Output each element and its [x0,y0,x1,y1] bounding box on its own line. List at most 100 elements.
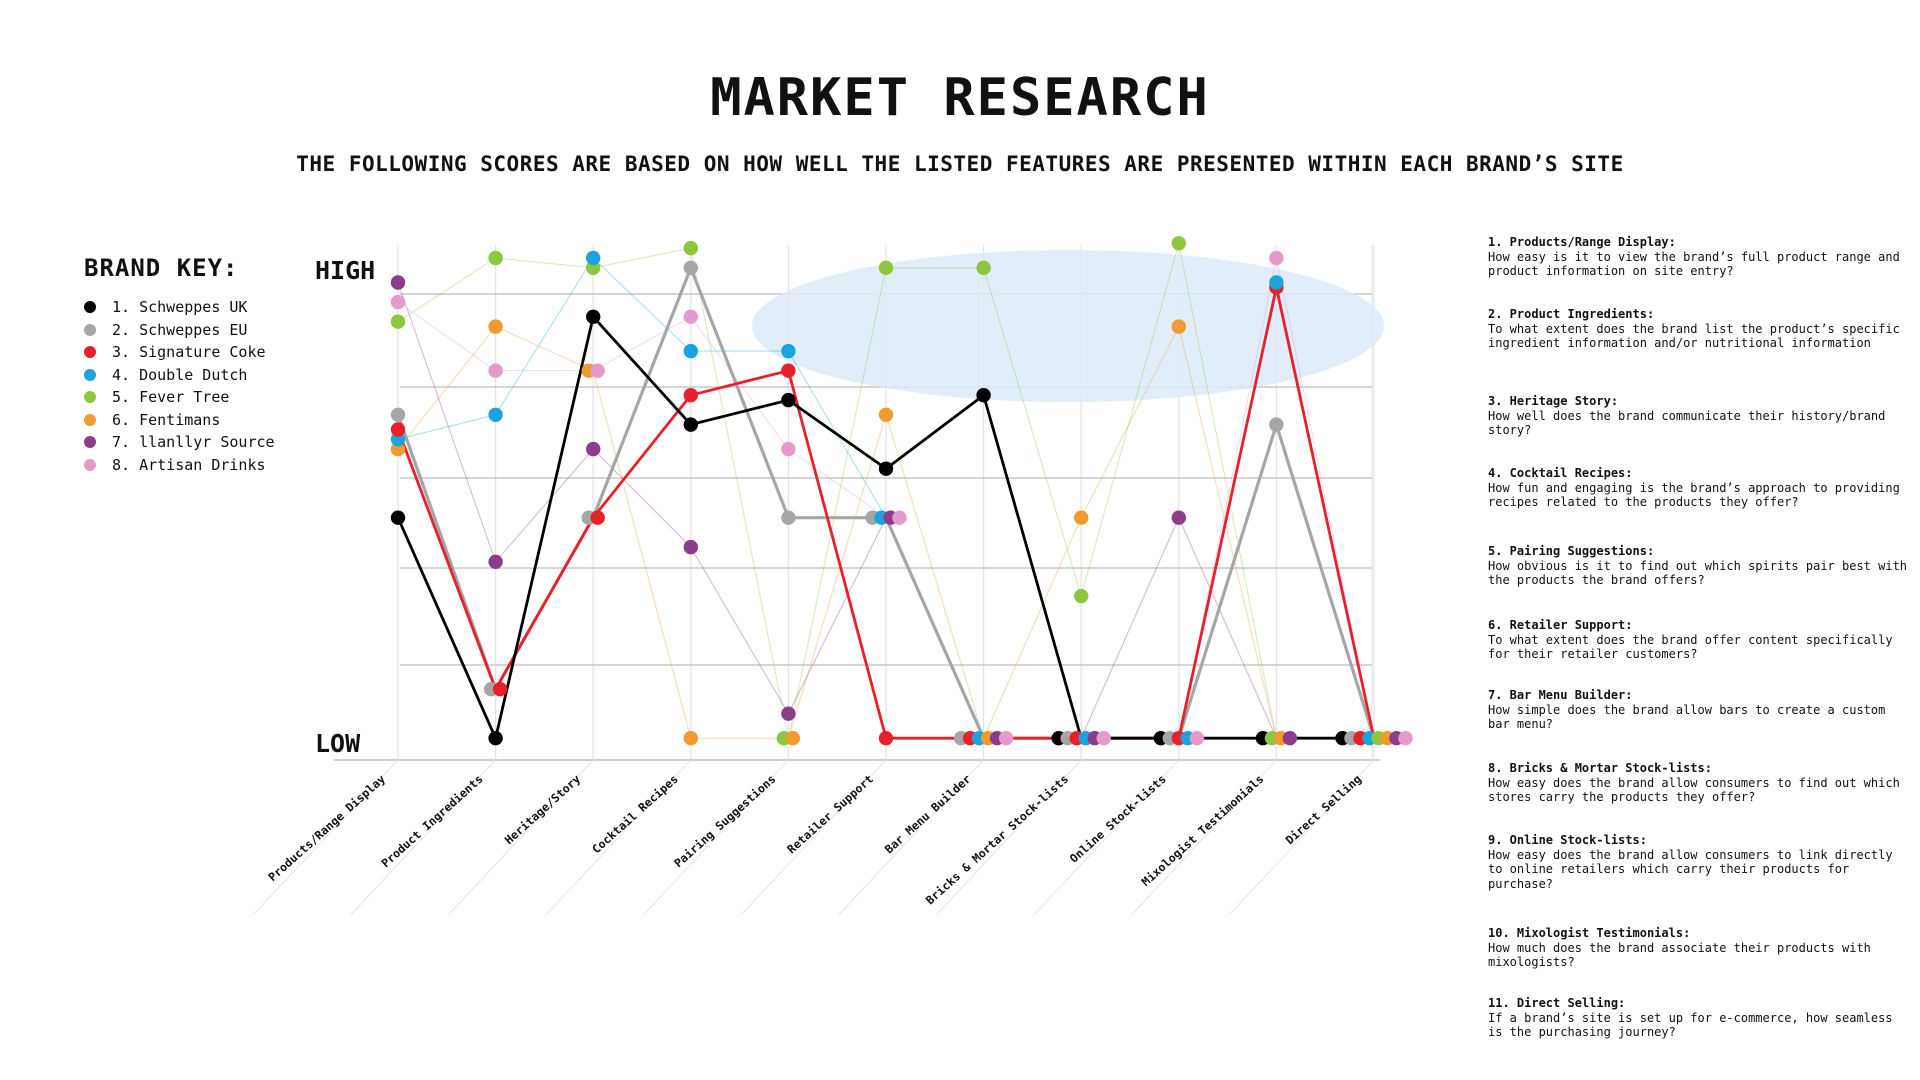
legend-item-fentimans: 6. Fentimans [84,409,275,432]
data-point-artisan-drinks [998,731,1014,746]
data-point-double-dutch [488,407,503,422]
legend-item-llanllyr-source: 7. llanllyr Source [84,431,275,454]
feature-item: 5. Pairing Suggestions: How obvious is it… [1488,544,1908,588]
page-subtitle: THE FOLLOWING SCORES ARE BASED ON HOW WE… [296,152,1624,176]
legend-swatch [84,323,96,336]
data-point-llanllyr-source [488,554,503,569]
y-axis-low-label: LOW [315,729,361,758]
data-point-schweppes-uk [976,388,991,403]
x-tick-label-product-ingredients: Product Ingredients [378,772,485,870]
data-point-signature-coke [683,388,698,403]
legend-item-fever-tree: 5. Fever Tree [84,386,275,409]
feature-description: How much does the brand associate their … [1488,940,1871,970]
perspective-guide [740,759,887,916]
feature-title: 3. Heritage Story: [1488,394,1619,408]
data-point-fentimans [488,319,503,334]
brand-key-heading: BRAND KEY: [84,254,239,282]
legend-label: 8. Artisan Drinks [112,455,266,474]
legend-swatch [84,436,96,449]
data-point-schweppes-eu [1269,417,1284,432]
data-point-llanllyr-source [683,539,698,555]
x-tick-label-retailer-support: Retailer Support [784,772,876,857]
feature-item: 8. Bricks & Mortar Stock-lists: How easy … [1488,761,1908,805]
data-point-artisan-drinks [390,294,406,310]
data-point-fever-tree [488,250,503,266]
data-point-artisan-drinks [1398,731,1413,746]
perspective-guide [1131,759,1277,916]
feature-title: 10. Mixologist Testimonials: [1488,926,1691,940]
data-point-schweppes-eu [781,510,796,525]
feature-description: How obvious is it to find out which spir… [1488,558,1908,588]
x-tick-label-cocktail-recipes: Cocktail Recipes [589,772,681,857]
perspective-guide [350,759,496,916]
feature-item: 10. Mixologist Testimonials: How much doe… [1488,926,1908,970]
x-tick-label-pairing-suggestions: Pairing Suggestions [671,772,778,870]
legend-item-signature-coke: 3. Signature Coke [84,341,275,364]
data-point-fever-tree [1074,588,1089,604]
feature-description: How well does the brand communicate thei… [1488,408,1886,438]
legend-swatch [84,413,96,426]
data-point-artisan-drinks [1269,250,1284,266]
legend-label: 3. Signature Coke [112,343,266,362]
data-point-llanllyr-source [1171,510,1187,525]
feature-item: 9. Online Stock-lists: How easy does the … [1488,833,1908,891]
data-point-llanllyr-source [390,275,406,290]
feature-description: How fun and engaging is the brand’s appr… [1488,480,1900,510]
x-tick-label-bar-menu-builder: Bar Menu Builder [882,772,974,857]
data-point-schweppes-uk [488,731,503,746]
data-point-signature-coke [878,731,894,746]
data-point-schweppes-uk [878,461,894,476]
feature-description: How easy does the brand allow consumers … [1488,847,1893,891]
data-point-llanllyr-source [586,441,601,457]
data-point-artisan-drinks [781,441,796,457]
feature-item: 7. Bar Menu Builder: How simple does the … [1488,688,1908,732]
perspective-guide [935,759,1082,916]
x-tick-label-online-stock-lists: Online Stock-lists [1067,772,1169,866]
legend-swatch [84,391,96,404]
data-point-artisan-drinks [683,309,698,324]
x-tick-label-products-range-display: Products/Range Display [265,772,388,884]
perspective-guide [643,759,789,916]
perspective-guide [838,759,984,916]
data-point-fever-tree [683,241,698,256]
perspective-guide [447,759,594,916]
feature-item: 6. Retailer Support: To what extent does … [1488,618,1908,662]
legend-swatch [84,346,96,359]
feature-description: If a brand’s site is set up for e-commer… [1488,1010,1893,1040]
data-point-schweppes-uk [586,309,601,324]
feature-title: 7. Bar Menu Builder: [1488,688,1633,702]
data-point-artisan-drinks [1189,731,1205,746]
feature-title: 9. Online Stock-lists: [1488,833,1647,847]
chart-highlight [752,250,1384,402]
data-point-double-dutch [683,343,698,359]
data-point-fentimans [785,731,801,746]
perspective-guide [1228,759,1375,916]
legend-swatch [84,301,96,314]
data-point-artisan-drinks [892,510,907,525]
data-point-schweppes-uk [683,417,698,432]
legend-item-double-dutch: 4. Double Dutch [84,364,275,387]
data-points [390,236,1413,746]
feature-description: How simple does the brand allow bars to … [1488,702,1886,732]
legend-label: 4. Double Dutch [112,365,248,384]
feature-item: 4. Cocktail Recipes: How fun and engaging… [1488,466,1908,510]
data-point-double-dutch [1269,275,1284,290]
legend-label: 5. Fever Tree [112,388,230,407]
feature-description: To what extent does the brand list the p… [1488,321,1900,351]
feature-title: 1. Products/Range Display: [1488,235,1676,249]
x-tick-label-direct-selling: Direct Selling [1283,772,1364,847]
data-point-fentimans [1074,510,1089,525]
legend-label: 7. llanllyr Source [112,433,275,452]
data-point-llanllyr-source [781,706,796,721]
feature-description: How easy is it to view the brand’s full … [1488,249,1900,279]
data-point-double-dutch [781,343,796,359]
feature-title: 5. Pairing Suggestions: [1488,544,1655,558]
data-point-fever-tree [976,260,991,275]
legend-swatch [84,368,96,381]
feature-item: 1. Products/Range Display: How easy is it… [1488,235,1908,279]
perspective-guide [1033,759,1180,916]
legend-item-schweppes-uk: 1. Schweppes UK [84,296,275,319]
data-point-schweppes-uk [390,510,406,525]
feature-title: 2. Product Ingredients: [1488,307,1655,321]
